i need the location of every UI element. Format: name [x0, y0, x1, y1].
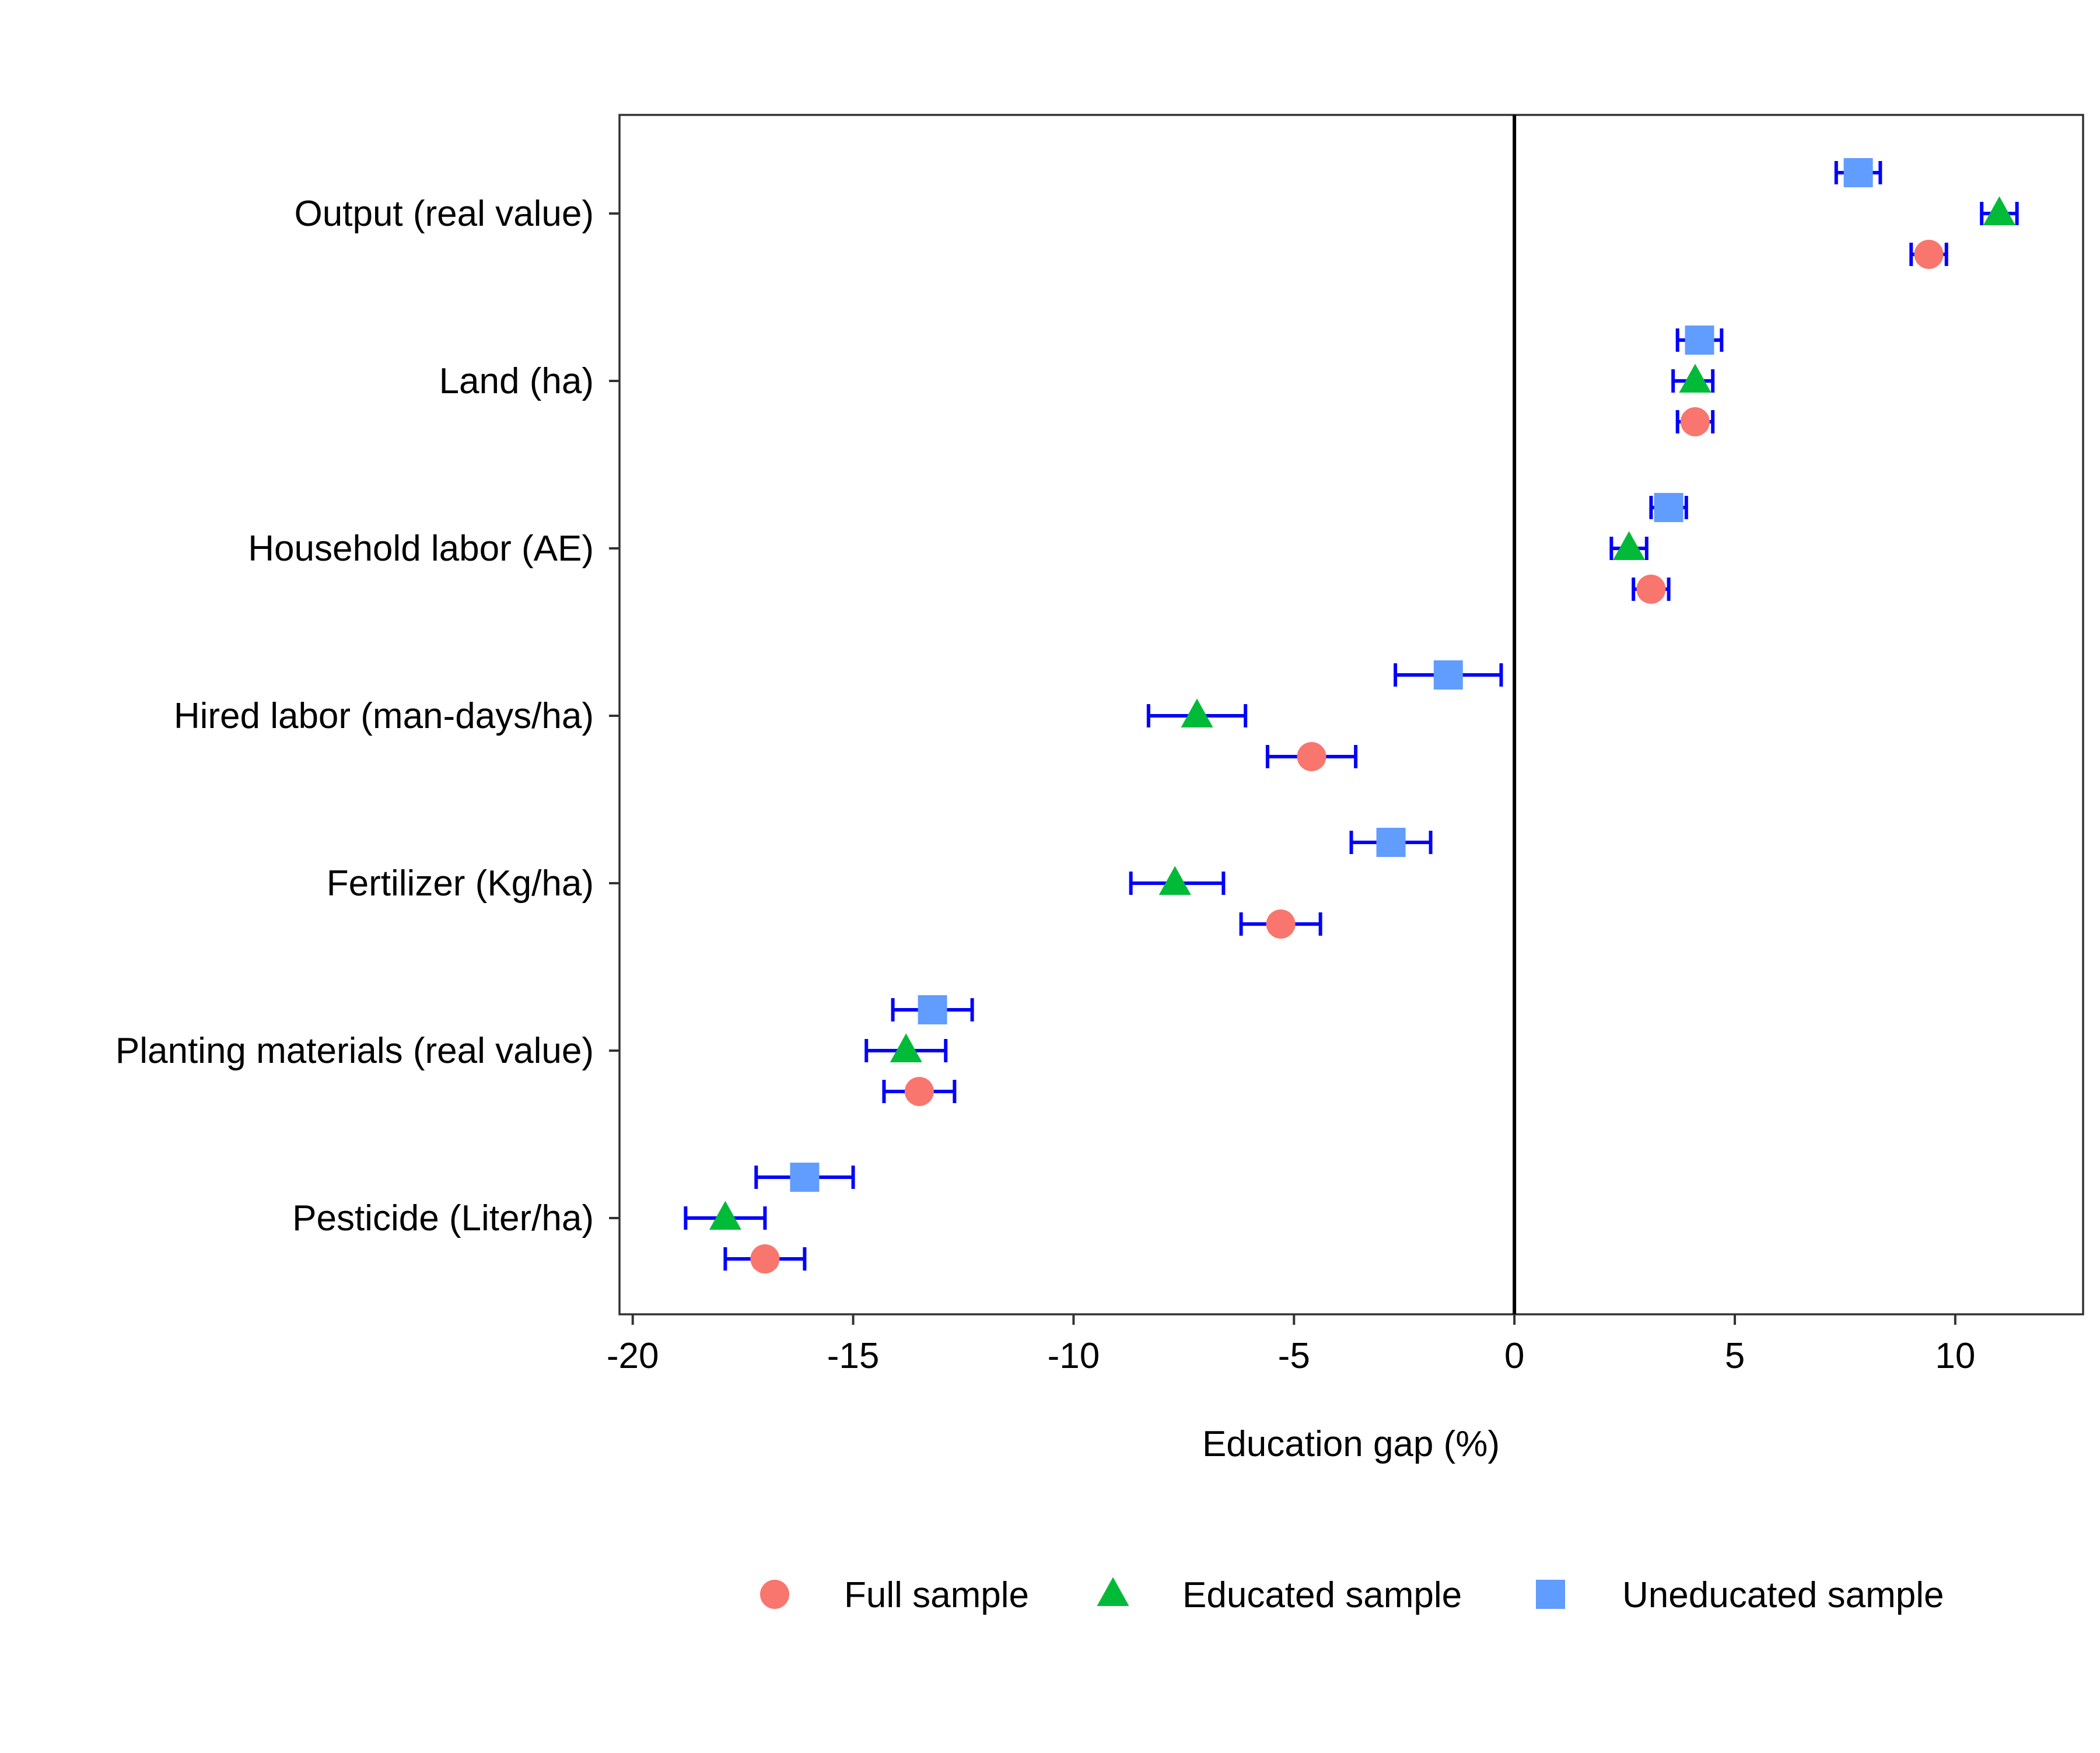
legend-label: Uneducated sample	[1622, 1575, 1944, 1615]
x-axis: -20 -15 -10 -5 0 5 10	[607, 1314, 1975, 1376]
legend-item: Educated sample	[1097, 1575, 1462, 1615]
legend: Full sample Educated sample Uneducated sam…	[760, 1575, 1944, 1615]
data-point-circle	[1680, 407, 1710, 436]
x-tick-label: 10	[1935, 1336, 1975, 1376]
x-tick-label: -5	[1278, 1336, 1310, 1376]
y-tick-label: Household labor (AE)	[248, 529, 594, 569]
y-tick-label: Fertilizer (Kg/ha)	[327, 863, 594, 904]
data-point-triangle	[1613, 531, 1646, 560]
data-point-square	[1654, 493, 1684, 522]
data-series	[684, 158, 2019, 1273]
data-point-square	[918, 995, 947, 1024]
data-point-circle	[1636, 575, 1666, 604]
legend-key-triangle	[1097, 1577, 1129, 1606]
y-tick-label: Output (real value)	[295, 194, 594, 234]
data-point-triangle	[1983, 196, 2015, 225]
x-tick-label: -10	[1048, 1336, 1100, 1376]
series-circle	[723, 240, 1948, 1273]
data-point-square	[1433, 660, 1463, 690]
data-point-square	[1843, 158, 1873, 187]
data-point-circle	[904, 1077, 934, 1106]
data-point-triangle	[890, 1033, 922, 1062]
data-point-circle	[1297, 742, 1326, 771]
y-tick-label: Hired labor (man-days/ha)	[174, 696, 594, 736]
data-point-triangle	[709, 1201, 741, 1230]
data-point-circle	[750, 1244, 780, 1273]
series-triangle	[684, 196, 2019, 1230]
data-point-square	[1376, 828, 1406, 857]
legend-key-circle	[760, 1580, 789, 1609]
legend-item: Full sample	[760, 1575, 1029, 1615]
legend-item: Uneducated sample	[1536, 1575, 1944, 1615]
legend-key-square	[1536, 1580, 1565, 1609]
legend-label: Educated sample	[1182, 1575, 1462, 1615]
x-axis-title: Education gap (%)	[1202, 1424, 1500, 1464]
series-square	[754, 158, 1882, 1192]
data-point-square	[1685, 326, 1714, 355]
y-tick-label: Planting materials (real value)	[116, 1031, 594, 1071]
x-tick-label: 0	[1504, 1336, 1524, 1376]
y-axis: Output (real value) Land (ha) Household la…	[116, 194, 620, 1238]
x-tick-label: -15	[827, 1336, 880, 1376]
y-tick-label: Land (ha)	[439, 361, 594, 401]
y-tick-label: Pesticide (Liter/ha)	[292, 1198, 594, 1238]
data-point-triangle	[1679, 363, 1712, 393]
data-point-circle	[1914, 240, 1944, 269]
data-point-square	[790, 1163, 820, 1192]
x-tick-label: -20	[607, 1336, 659, 1376]
legend-label: Full sample	[844, 1575, 1029, 1615]
data-point-triangle	[1181, 698, 1213, 727]
data-point-triangle	[1158, 866, 1191, 895]
x-tick-label: 5	[1725, 1336, 1745, 1376]
data-point-circle	[1266, 909, 1296, 939]
